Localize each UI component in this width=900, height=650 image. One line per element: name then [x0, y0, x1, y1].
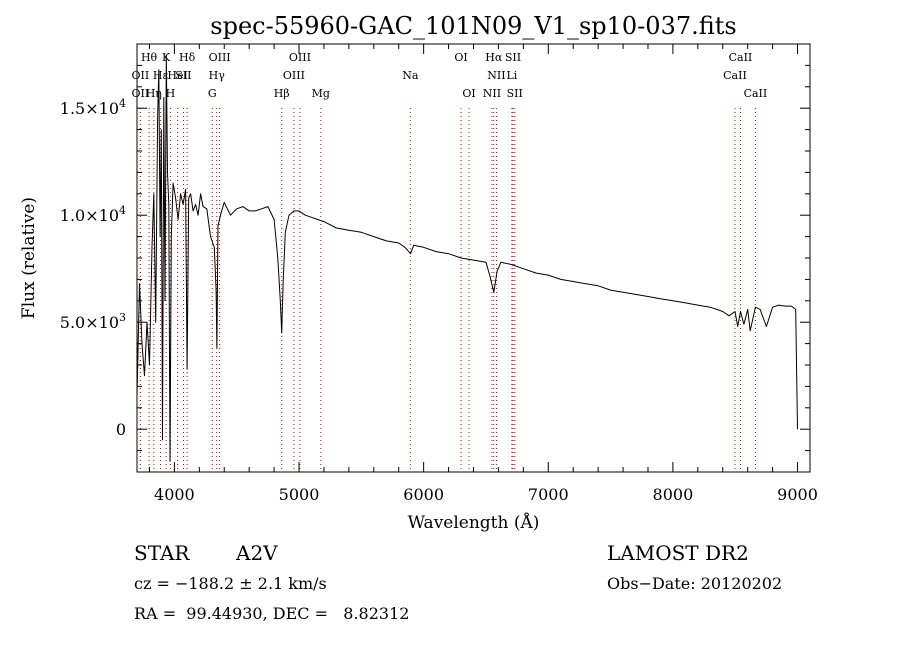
line-marker-label: Hγ	[209, 69, 226, 82]
line-marker-label: Hβ	[274, 87, 290, 100]
line-marker-label: CaII	[729, 51, 753, 64]
object-subclass: A2V	[236, 541, 278, 565]
x-tick-label: 7000	[528, 485, 569, 504]
line-marker-label: OI	[454, 51, 467, 64]
line-marker-label: H	[166, 87, 176, 100]
line-marker-label: G	[208, 87, 217, 100]
line-marker-label: NII	[487, 69, 505, 82]
x-tick-label: 4000	[154, 485, 195, 504]
chart-title: spec-55960-GAC_101N09_V1_sp10-037.fits	[210, 12, 736, 40]
x-tick-label: 6000	[403, 485, 444, 504]
line-marker-label: Hδ	[179, 51, 196, 64]
x-tick-label: 9000	[777, 485, 818, 504]
line-marker-label: OIII	[209, 51, 231, 64]
line-marker-label: Hθ	[141, 51, 158, 64]
line-marker-label: NII	[483, 87, 501, 100]
x-axis-label: Wavelength (Å)	[408, 512, 540, 533]
survey-name: LAMOST DR2	[607, 541, 749, 565]
observation-date: Obs−Date: 20120202	[607, 574, 783, 593]
line-marker-label: SII	[507, 87, 523, 100]
line-marker-label: Mg	[312, 87, 330, 100]
line-marker-label: OI	[462, 87, 475, 100]
y-axis-label: Flux (relative)	[19, 197, 39, 319]
line-marker-label: SII	[505, 51, 521, 64]
y-tick-label: 1.0×104	[60, 204, 126, 225]
line-marker-label: OII	[132, 87, 150, 100]
spectrum-line	[136, 54, 798, 462]
x-tick-label: 5000	[279, 485, 320, 504]
line-marker-label: Na	[402, 69, 419, 82]
line-marker-label: OIII	[283, 69, 305, 82]
y-tick-label: 0	[116, 420, 126, 439]
x-tick-label: 8000	[653, 485, 694, 504]
line-marker-label: Hε	[153, 69, 169, 82]
sky-coordinates: RA = 99.44930, DEC = 8.82312	[134, 604, 410, 623]
redshift-velocity: cz = −188.2 ± 2.1 km/s	[134, 574, 327, 593]
line-marker-label: OII	[132, 69, 150, 82]
line-marker-label: HeI	[167, 69, 187, 82]
line-marker-label: OIII	[289, 51, 311, 64]
plot-frame	[136, 43, 811, 473]
y-tick-label: 5.0×103	[60, 311, 126, 332]
line-marker-label: Li	[506, 69, 517, 82]
y-tick-label: 1.5×104	[60, 97, 126, 118]
object-class: STAR	[134, 541, 190, 565]
line-marker-label: CaII	[723, 69, 747, 82]
line-marker-label: SII	[175, 69, 191, 82]
line-marker-label: Hα	[485, 51, 503, 64]
line-marker-label: CaII	[744, 87, 768, 100]
